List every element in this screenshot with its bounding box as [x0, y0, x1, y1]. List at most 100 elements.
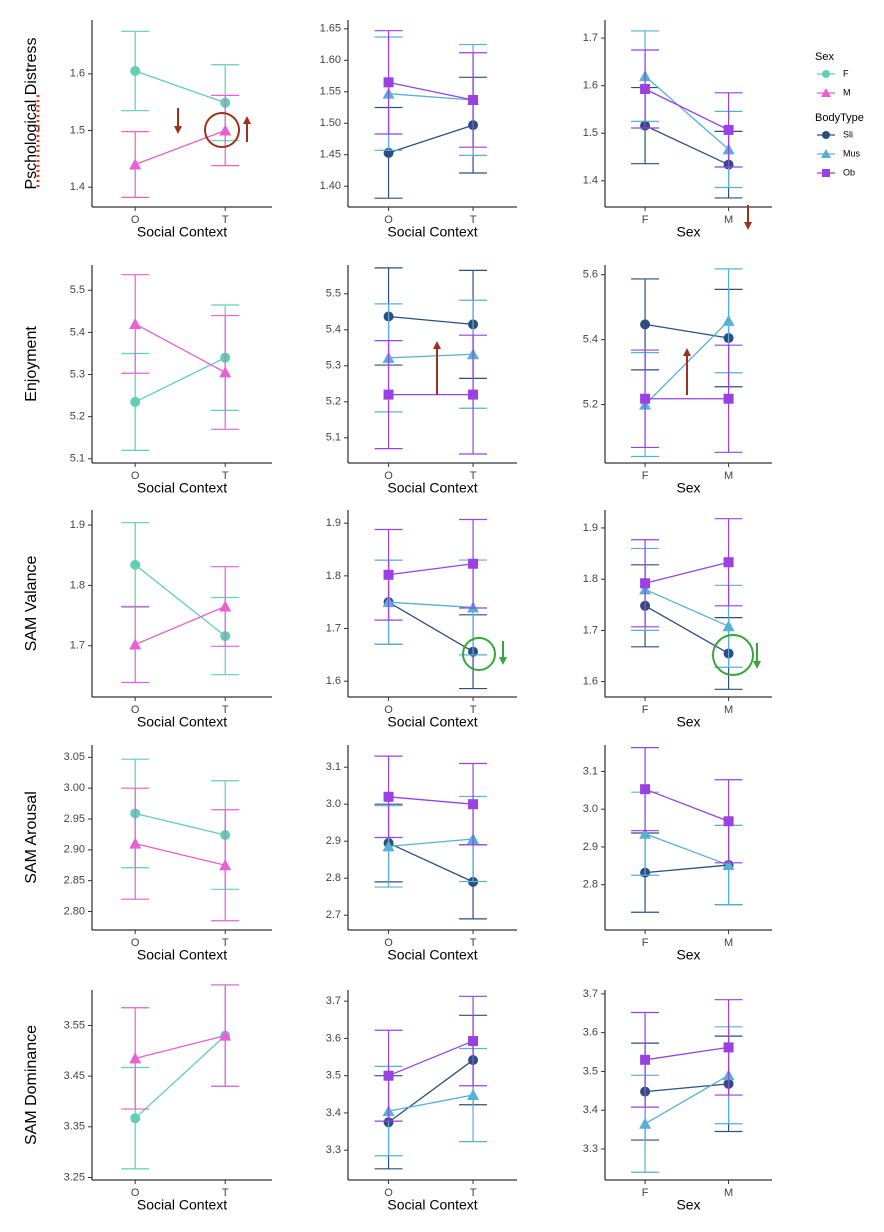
point	[130, 559, 141, 570]
x-axis-label: Social Context	[137, 714, 227, 730]
point	[468, 1036, 479, 1047]
y-tick-label: 5.4	[326, 324, 341, 336]
series-line	[388, 1040, 474, 1077]
point	[723, 393, 734, 404]
y-tick-label: 2.9	[326, 835, 341, 847]
y-tick-label: 3.7	[326, 995, 341, 1007]
series-line	[388, 601, 474, 653]
point	[219, 600, 232, 612]
y-tick-label: 2.85	[64, 875, 85, 887]
legend-label: M	[843, 87, 851, 97]
y-tick-label: 5.2	[70, 411, 85, 423]
y-tick-label: 1.7	[70, 640, 85, 652]
y-tick-label: 1.55	[320, 86, 341, 98]
x-tick-label: O	[384, 937, 393, 949]
y-tick-label: 2.8	[583, 879, 598, 891]
y-tick-label: 3.5	[583, 1065, 598, 1077]
y-axis-label: Enjoyment	[23, 326, 40, 402]
x-axis-label: Social Context	[387, 714, 477, 730]
series-line	[644, 1074, 729, 1125]
x-tick-label: O	[384, 470, 393, 482]
highlight-circle	[462, 637, 496, 671]
point	[219, 859, 232, 871]
point	[468, 558, 479, 569]
series-line	[644, 1046, 729, 1061]
point	[722, 859, 735, 871]
series-line	[134, 323, 226, 373]
x-tick-label: M	[724, 1187, 733, 1199]
x-tick-label: O	[384, 214, 393, 226]
series-line	[135, 812, 226, 836]
x-tick-label: M	[724, 704, 733, 716]
y-tick-label: 2.8	[326, 872, 341, 884]
x-tick-label: F	[642, 214, 649, 226]
series-line	[644, 75, 730, 150]
point	[383, 791, 394, 802]
x-tick-label: M	[724, 470, 733, 482]
y-tick-label: 3.3	[583, 1143, 598, 1155]
y-tick-label: 2.90	[64, 844, 85, 856]
y-tick-label: 1.4	[583, 175, 598, 187]
series-line	[134, 70, 226, 104]
x-axis-label: Social Context	[137, 947, 227, 963]
y-tick-label: 1.6	[583, 80, 598, 92]
y-tick-label: 2.80	[64, 905, 85, 917]
series-line	[388, 353, 474, 359]
y-tick-label: 1.8	[326, 570, 341, 582]
y-tick-label: 5.1	[70, 453, 85, 465]
y-tick-label: 3.0	[583, 803, 598, 815]
point	[129, 837, 142, 849]
y-tick-label: 3.3	[326, 1144, 341, 1156]
y-tick-label: 1.5	[583, 127, 598, 139]
series-line	[388, 601, 474, 609]
y-tick-label: 1.6	[70, 68, 85, 80]
y-axis-label: SAM Valance	[23, 556, 40, 652]
y-axis-label: SAM Dominance	[23, 1025, 40, 1145]
x-tick-label: O	[384, 1187, 393, 1199]
y-tick-label: 5.3	[70, 368, 85, 380]
x-axis-label: Sex	[676, 480, 700, 496]
y-tick-label: 3.7	[583, 988, 598, 1000]
y-tick-label: 3.6	[326, 1032, 341, 1044]
point	[722, 314, 735, 326]
x-axis-label: Sex	[676, 1197, 700, 1213]
series-line	[388, 93, 474, 101]
point	[822, 70, 830, 78]
series-line	[388, 1094, 474, 1112]
y-tick-label: 3.5	[326, 1070, 341, 1082]
x-tick-label: T	[470, 1187, 477, 1199]
point	[219, 124, 232, 136]
series-line	[134, 1035, 226, 1119]
y-tick-label: 5.2	[326, 396, 341, 408]
series-line	[645, 864, 729, 874]
y-tick-label: 2.9	[583, 841, 598, 853]
y-tick-label: 3.45	[64, 1070, 85, 1082]
y-tick-label: 3.4	[326, 1107, 341, 1119]
point	[822, 131, 830, 139]
legend-title: Sex	[815, 51, 834, 63]
y-tick-label: 1.5	[70, 124, 85, 136]
x-tick-label: T	[222, 470, 229, 482]
point	[129, 638, 142, 650]
series-line	[645, 1083, 729, 1093]
point	[468, 94, 479, 105]
point	[723, 816, 734, 827]
point	[382, 840, 395, 852]
point	[640, 578, 651, 589]
y-tick-label: 1.45	[320, 149, 341, 161]
y-axis-label: Pschological Distress	[23, 37, 40, 189]
y-tick-label: 5.5	[70, 284, 85, 296]
point	[129, 158, 142, 170]
series-line	[644, 125, 729, 166]
y-tick-label: 5.4	[583, 334, 598, 346]
x-tick-label: O	[131, 937, 140, 949]
y-tick-label: 2.7	[326, 909, 341, 921]
y-tick-label: 3.25	[64, 1171, 85, 1183]
y-tick-label: 1.40	[320, 180, 341, 192]
point	[383, 389, 394, 400]
y-tick-label: 5.4	[70, 326, 85, 338]
series-line	[388, 842, 474, 883]
series-line	[388, 563, 474, 576]
point	[639, 827, 652, 839]
highlight-circle	[712, 634, 754, 676]
